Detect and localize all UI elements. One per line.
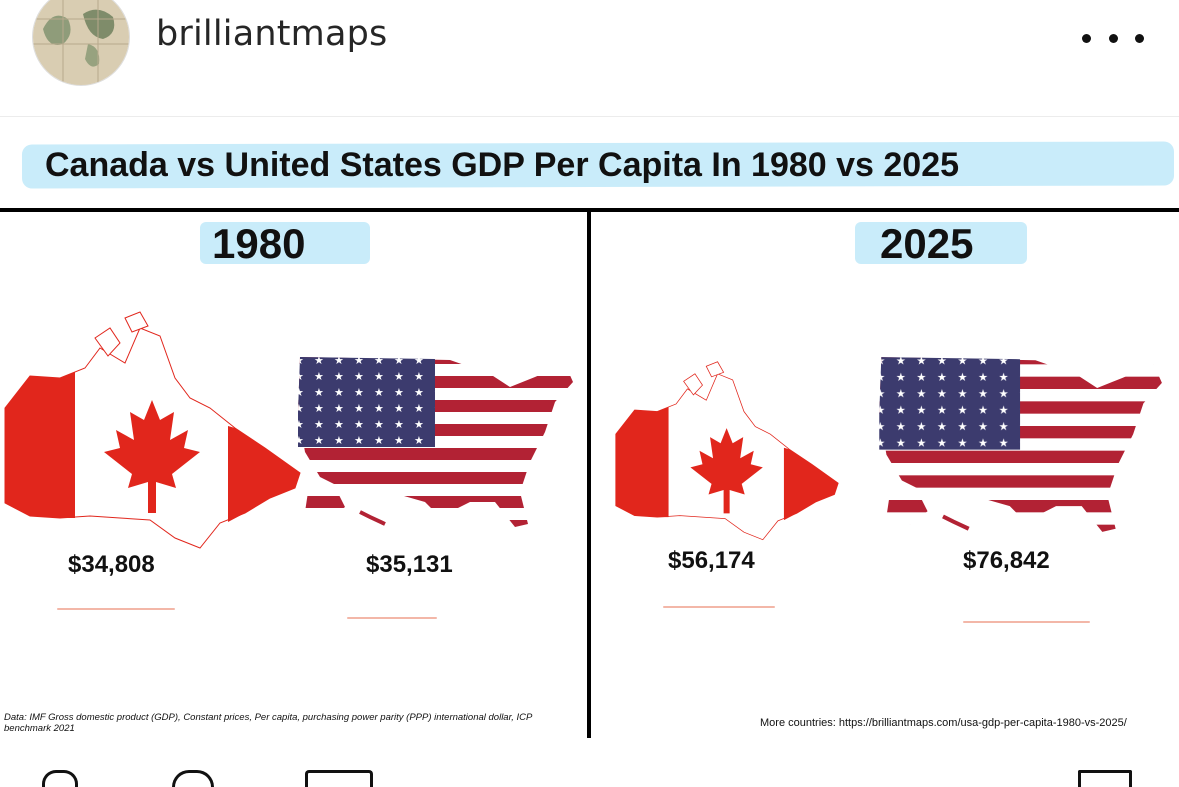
usa-value-1980: $35,131 [366, 551, 453, 578]
infographic-title: Canada vs United States GDP Per Capita I… [45, 146, 960, 184]
post-header: brilliantmaps [0, 0, 1179, 117]
canada-flag-map-1980 [0, 308, 305, 563]
canada-value-2025: $56,174 [668, 547, 755, 574]
canada-flag-map-2025 [612, 358, 842, 553]
usa-value-2025: $76,842 [963, 547, 1050, 574]
underline-usa-2025 [963, 621, 1090, 623]
comment-icon[interactable] [172, 770, 214, 787]
underline-usa-1980 [347, 617, 437, 619]
year-label-1980: 1980 [212, 220, 306, 267]
underline-canada-2025 [663, 606, 775, 608]
canada-value-1980: $34,808 [68, 551, 155, 578]
frame-center-divider [587, 208, 591, 738]
underline-canada-1980 [57, 608, 175, 610]
world-map-avatar-icon[interactable] [32, 0, 130, 86]
year-highlight-1980 [200, 222, 370, 264]
share-icon[interactable] [305, 770, 373, 787]
more-options-icon[interactable] [1082, 28, 1144, 48]
usa-flag-map-1980 [290, 352, 575, 537]
usa-flag-map-2025 [865, 352, 1170, 542]
data-source-note: Data: IMF Gross domestic product (GDP), … [4, 712, 532, 734]
post-action-bar [0, 770, 1179, 787]
like-icon[interactable] [42, 770, 78, 787]
year-label-2025: 2025 [880, 220, 974, 267]
year-highlight-2025 [855, 222, 1027, 264]
save-icon[interactable] [1078, 770, 1132, 787]
post-username[interactable]: brilliantmaps [156, 14, 388, 54]
more-countries-link[interactable]: More countries: https://brilliantmaps.co… [760, 717, 1127, 729]
